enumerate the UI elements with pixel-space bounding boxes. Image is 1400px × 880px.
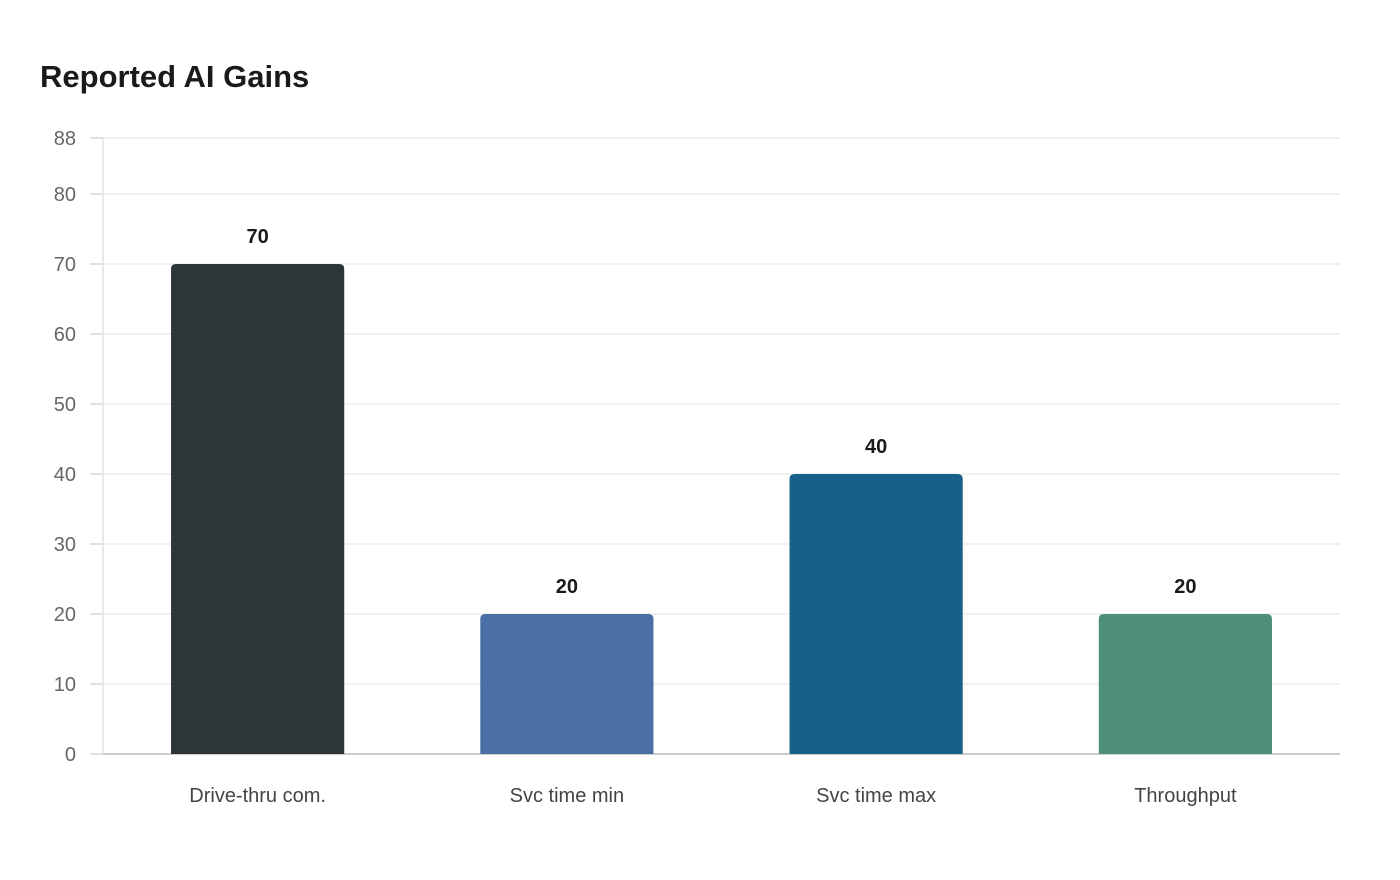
x-category-label: Throughput	[1134, 785, 1237, 807]
y-tick-label: 80	[54, 184, 76, 206]
labels: 0 10 20 30 40 50 60 70 80 88 70 Drive-thru com. 20 Sv…	[54, 128, 1237, 807]
bar	[171, 264, 345, 754]
y-tick-label: 30	[54, 534, 76, 556]
y-tick-label: 0	[65, 744, 76, 766]
y-tick-label: 50	[54, 394, 76, 416]
y-tick-label: 20	[54, 604, 76, 626]
bar	[789, 474, 963, 754]
bar-value-label: 70	[247, 226, 269, 248]
bar	[480, 614, 654, 754]
x-category-label: Drive-thru com.	[189, 785, 326, 807]
y-tick-label: 88	[54, 128, 76, 150]
y-tick-label: 70	[54, 254, 76, 276]
y-tick-label: 60	[54, 324, 76, 346]
y-tick-label: 40	[54, 464, 76, 486]
chart-title: Reported AI Gains	[40, 59, 310, 94]
x-category-label: Svc time max	[816, 785, 936, 807]
bar-value-label: 40	[865, 436, 887, 458]
bar-value-label: 20	[556, 576, 578, 598]
bar	[1098, 614, 1272, 754]
x-category-label: Svc time min	[510, 785, 624, 807]
y-tick-label: 10	[54, 674, 76, 696]
bar-value-label: 20	[1174, 576, 1196, 598]
bars	[171, 264, 1272, 754]
